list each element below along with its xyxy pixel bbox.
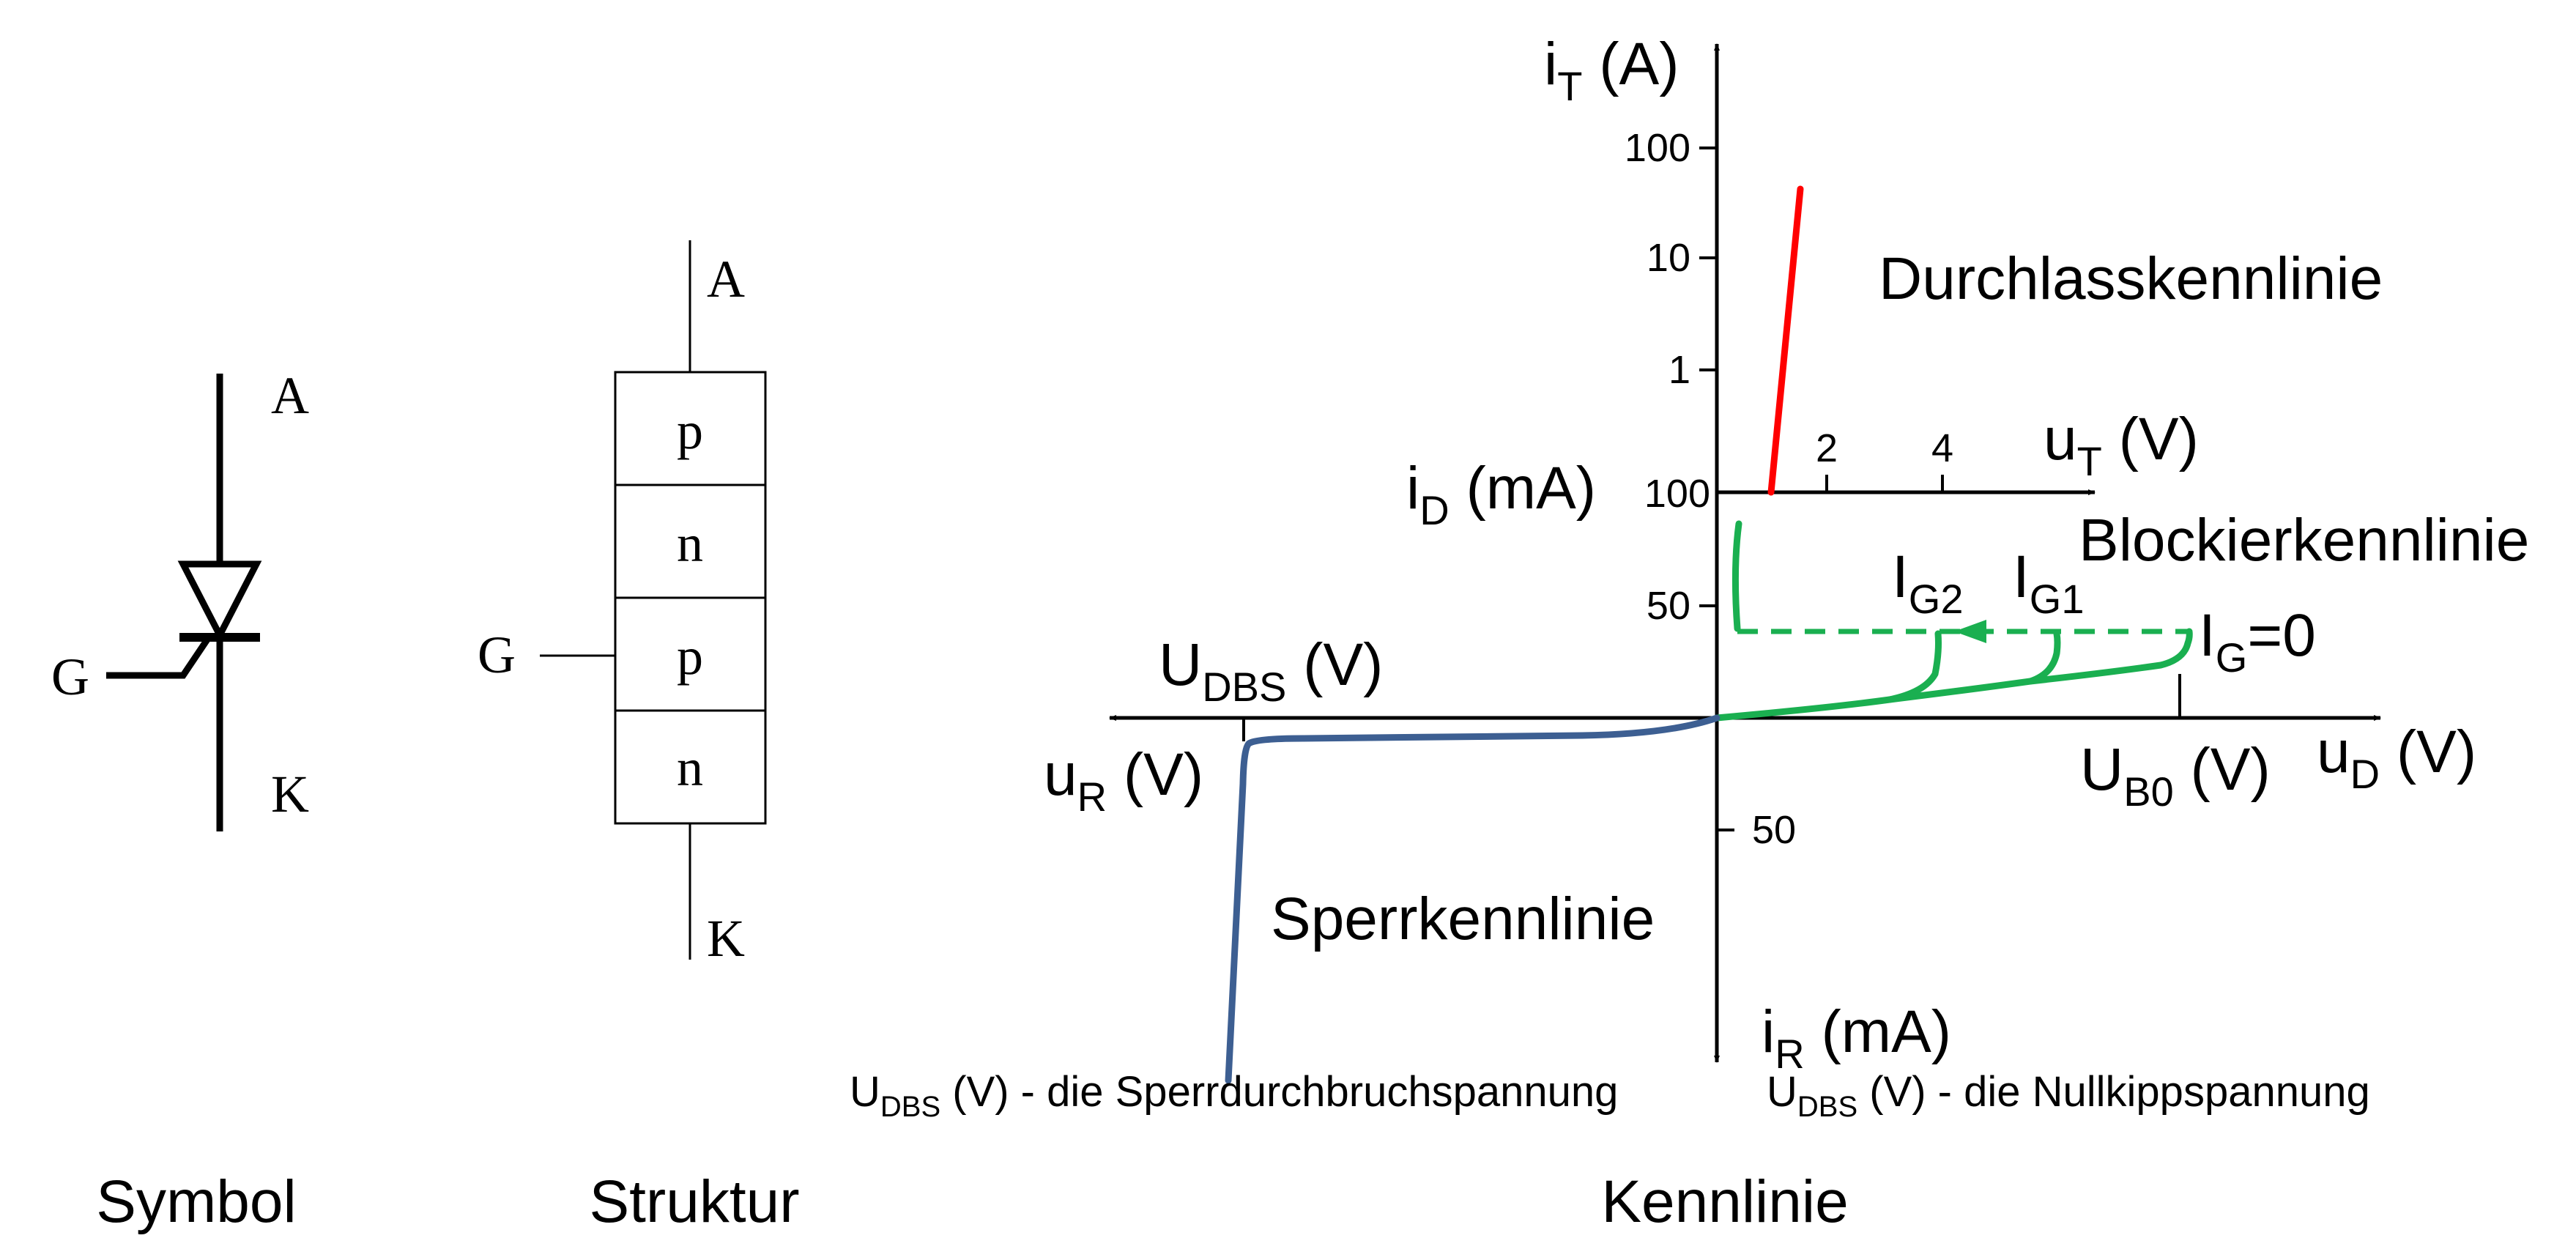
tick-label-uT: 4 (1931, 426, 1953, 470)
axis-label-uR: uR (V) (1044, 741, 1203, 820)
axis-label-uD: uD (V) (2317, 719, 2476, 797)
axis-label-iD: iD (mA) (1406, 455, 1596, 533)
region-label-reverse: Sperrkennlinie (1271, 886, 1655, 952)
symbol-caption: Symbol (96, 1168, 296, 1235)
structure-layer-label: n (677, 738, 703, 797)
symbol-cathode-label: K (271, 765, 309, 823)
tick-label-iT: 1 (1669, 348, 1690, 392)
characteristic-caption: Kennlinie (1601, 1168, 1848, 1235)
tick-label-iT: 10 (1647, 236, 1690, 280)
marker-label-ig0: IG=0 (2199, 602, 2316, 681)
structure-layer-label: n (677, 514, 703, 573)
note-breakdown-voltage: UDBS (V) - die Sperrdurchbruchspannung (850, 1068, 1618, 1123)
characteristic-chart: 100 10 1 100 50 50 2 4 iT (A) iD (mA) uT… (850, 31, 2529, 1123)
structure-anode-label: A (707, 250, 745, 308)
symbol-anode-label: A (271, 366, 309, 425)
structure-caption: Struktur (589, 1168, 799, 1235)
axis-label-iR: iR (mA) (1762, 998, 1951, 1077)
region-label-blocking: Blockierkennlinie (2079, 507, 2529, 574)
structure-gate-label: G (478, 626, 516, 684)
forward-curve (1767, 185, 1804, 496)
structure-layer-label: p (677, 627, 703, 686)
thyristor-symbol: A G K (51, 366, 309, 831)
tick-label-iD: 50 (1647, 584, 1690, 628)
blocking-curve-ig0 (2027, 628, 2193, 685)
marker-label-ig1: IG1 (2013, 544, 2085, 622)
blocking-curve-ig2 (1713, 630, 1942, 722)
axis-label-iT: iT (A) (1544, 31, 1679, 109)
blocking-rise-curve (1731, 520, 1742, 632)
marker-label-ig2: IG2 (1892, 544, 1964, 622)
tick-label-iR: 50 (1752, 808, 1796, 852)
symbol-gate-lead (106, 635, 212, 679)
region-label-forward: Durchlasskennlinie (1879, 245, 2383, 312)
note-breakover-voltage: UDBS (V) - die Nullkippspannung (1767, 1068, 2370, 1123)
marker-label-ub0: UB0 (V) (2080, 736, 2271, 815)
reverse-curve (1225, 714, 1721, 1084)
tick-label-iT: 100 (1625, 126, 1690, 170)
tick-label-uT: 2 (1816, 426, 1838, 470)
blocking-switch-arrowhead (1954, 620, 1986, 643)
axis-label-uT: uT (V) (2044, 406, 2199, 484)
structure-layer-label: p (677, 401, 703, 460)
thyristor-structure: p n p n A G K (478, 240, 767, 968)
symbol-diode-triangle (177, 560, 262, 642)
structure-cathode-label: K (707, 909, 745, 968)
symbol-gate-label: G (51, 648, 89, 706)
tick-label-iD-top: 100 (1644, 472, 1710, 516)
marker-label-udbs: UDBS (V) (1159, 631, 1383, 710)
